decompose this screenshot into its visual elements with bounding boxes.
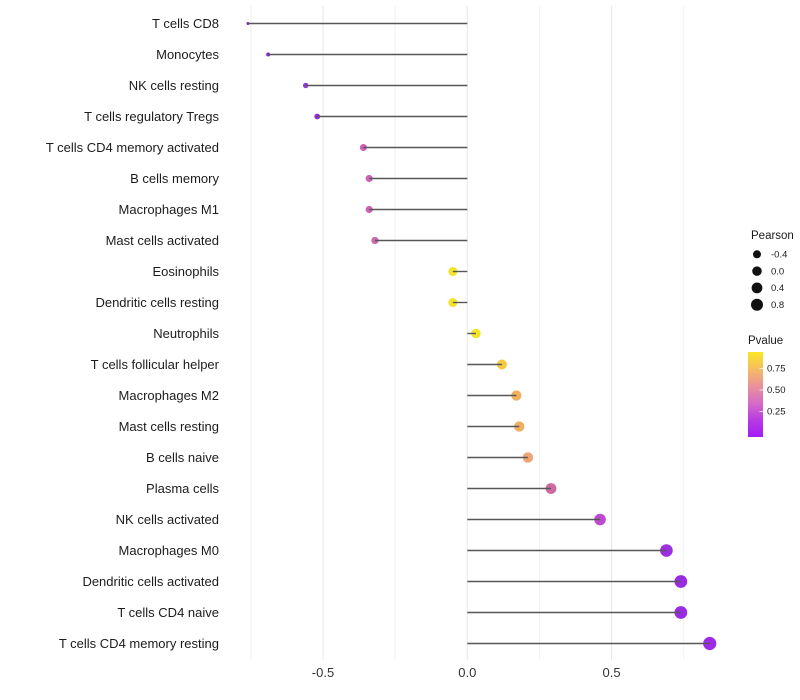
x-tick-label: -0.5 [312,665,334,680]
legend-color-label: 0.50 [767,385,786,396]
legend-size-label: 0.4 [771,283,784,294]
y-axis-label: B cells naive [146,450,219,465]
legend-size-dot [751,282,763,294]
legend-size-label: -0.4 [771,250,787,261]
x-tick-label: 0.0 [458,665,476,680]
y-axis-label: Eosinophils [153,264,220,279]
legend-colorbar [748,352,763,437]
y-axis-label: Neutrophils [153,326,219,341]
y-axis-label: Monocytes [156,47,219,62]
legend-color-title: Pvalue [748,335,783,347]
y-axis-label: T cells follicular helper [91,357,220,372]
legend-size-dot [753,250,761,259]
y-axis-label: Dendritic cells activated [82,574,219,589]
y-axis-label: T cells CD4 memory activated [46,140,219,155]
x-tick-label: 0.5 [603,665,621,680]
legend-size-title: Pearson [751,230,794,242]
y-axis-label: Dendritic cells resting [95,295,219,310]
y-axis-label: T cells CD4 memory resting [59,636,219,651]
y-axis-label: Macrophages M2 [119,388,219,403]
y-axis-label: T cells CD8 [152,16,219,31]
y-axis-label: NK cells activated [116,512,219,527]
y-axis-label: Macrophages M1 [119,202,219,217]
y-axis-label: T cells CD4 naive [117,605,219,620]
legend-color-label: 0.25 [767,407,786,418]
y-axis-label: T cells regulatory Tregs [84,109,219,124]
y-axis-label: NK cells resting [129,78,219,93]
lollipop-dot [314,113,321,120]
legend-size-label: 0.8 [771,300,784,311]
legend-size-label: 0.0 [771,266,784,277]
legend-size-dot [752,266,762,276]
y-axis-label: Plasma cells [146,481,219,496]
y-axis-label: Mast cells resting [119,419,219,434]
y-axis-label: Mast cells activated [106,233,219,248]
y-axis-label: Macrophages M0 [119,543,219,558]
lollipop-dot [514,421,525,432]
legend-size-dot [751,298,763,311]
y-axis-label: B cells memory [130,171,219,186]
legend-color-label: 0.75 [767,364,786,375]
